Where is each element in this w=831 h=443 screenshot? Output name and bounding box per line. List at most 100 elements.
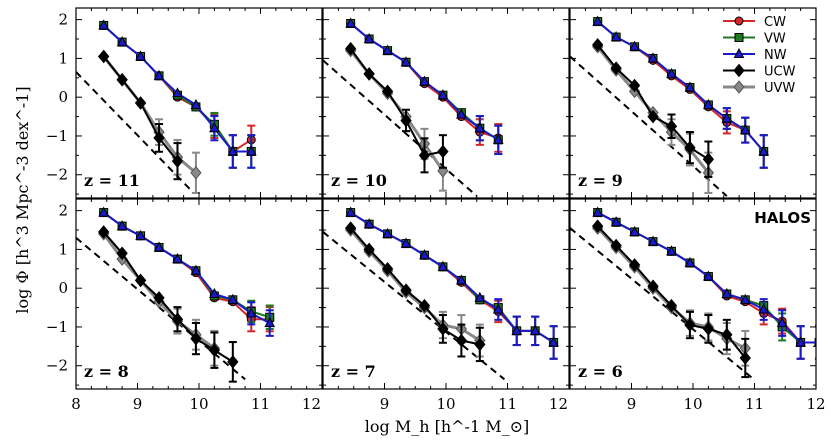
redshift-label: z = 6	[578, 362, 623, 381]
data-point-ucw	[721, 327, 733, 342]
data-point-ucw	[345, 41, 357, 56]
y-tick-label: 1	[58, 49, 68, 67]
legend-marker-nw	[733, 47, 745, 58]
data-point-nw	[721, 112, 733, 123]
data-point-ucw	[381, 84, 394, 99]
data-point-nw	[264, 317, 276, 328]
data-point-nw	[98, 19, 110, 30]
data-point-nw	[758, 145, 770, 156]
data-point-nw	[776, 317, 788, 328]
data-point-ucw	[437, 144, 449, 159]
legend-marker-cw	[734, 16, 744, 26]
data-point-nw	[492, 303, 504, 314]
data-point-nw	[382, 44, 393, 55]
dashed-reference-line	[76, 237, 246, 381]
data-point-nw	[419, 75, 430, 86]
data-point-nw	[629, 40, 640, 51]
data-point-nw	[758, 303, 770, 314]
data-point-nw	[739, 293, 751, 304]
data-point-nw	[190, 98, 202, 109]
data-point-nw	[703, 98, 714, 109]
panel-4: 210−1−28 9 10 11 12z = 8	[46, 198, 323, 413]
y-tick-label: 0	[58, 279, 68, 297]
data-point-ucw	[345, 221, 357, 235]
dashed-reference-line	[323, 59, 478, 197]
dashed-reference-line	[76, 71, 194, 193]
panel-1: 2 1 0 −1 −2 z = 11	[46, 7, 323, 199]
data-point-nw	[474, 291, 486, 302]
data-point-nw	[684, 81, 696, 92]
series-line-ucw	[349, 48, 444, 157]
data-point-nw	[492, 133, 504, 144]
data-point-nw	[795, 336, 806, 347]
data-point-nw	[116, 36, 128, 47]
data-point-ucw	[116, 246, 128, 261]
data-point-nw	[135, 229, 146, 240]
data-point-ucw	[665, 298, 678, 313]
data-point-ucw	[381, 262, 394, 276]
data-point-nw	[400, 237, 412, 248]
data-point-nw	[116, 220, 128, 231]
data-point-nw	[456, 274, 467, 285]
panel-frame	[569, 198, 817, 390]
data-point-uvw	[190, 166, 202, 180]
data-point-nw	[419, 249, 430, 260]
redshift-label: z = 9	[578, 171, 623, 190]
data-point-ucw	[400, 283, 412, 297]
data-point-nw	[511, 324, 523, 335]
redshift-label: z = 8	[84, 362, 129, 381]
data-point-nw	[245, 145, 257, 156]
data-point-ucw	[363, 67, 375, 81]
data-point-nw	[437, 260, 449, 271]
data-point-nw	[592, 206, 604, 217]
redshift-label: z = 11	[84, 171, 140, 190]
data-point-ucw	[610, 238, 622, 253]
panel-6: 9 10 11 12 z = 6	[569, 198, 826, 413]
dashed-reference-line	[570, 55, 728, 197]
data-point-nw	[592, 15, 604, 26]
data-point-ucw	[684, 140, 696, 155]
panel-data	[76, 206, 276, 383]
data-point-nw	[739, 124, 751, 135]
x-tick-label: 8	[71, 395, 81, 413]
data-point-ucw	[98, 225, 110, 239]
series-line-nw	[597, 20, 765, 153]
dashed-reference-line	[323, 231, 506, 381]
legend-label-ucw: UCW	[764, 65, 796, 80]
data-point-nw	[684, 256, 696, 267]
data-point-nw	[629, 225, 640, 236]
y-axis-label: log Φ [h^3 Mpc^-3 dex^-1]	[13, 86, 32, 313]
data-point-ucw	[153, 131, 165, 145]
series-line-nw	[350, 211, 555, 344]
legend-marker-ucw	[733, 63, 745, 78]
data-point-nw	[227, 145, 239, 156]
redshift-label: z = 10	[331, 171, 387, 190]
data-point-ucw	[437, 322, 449, 336]
data-point-nw	[647, 52, 659, 63]
panel-data	[570, 206, 816, 379]
halos-badge: HALOS	[754, 209, 811, 227]
data-point-ucw	[171, 312, 184, 326]
x-tick-label: 12	[549, 395, 568, 413]
data-point-nw	[721, 287, 733, 298]
x-tick-label: 11	[251, 395, 270, 413]
y-tick-label: 0	[58, 88, 68, 106]
data-point-ucw	[665, 119, 678, 134]
legend-label-uvw: UVW	[764, 81, 795, 96]
data-point-nw	[98, 206, 110, 217]
data-point-nw	[363, 32, 375, 44]
data-point-nw	[400, 56, 412, 67]
data-point-nw	[172, 253, 183, 264]
data-point-nw	[437, 89, 449, 100]
x-tick-label: 10	[436, 395, 455, 413]
y-tick-label: 2	[58, 11, 68, 29]
data-point-nw	[135, 50, 146, 61]
data-point-nw	[610, 216, 622, 227]
data-point-ucw	[363, 242, 375, 257]
x-tick-label: 9	[133, 395, 143, 413]
panel-data	[76, 19, 257, 194]
data-point-nw	[227, 293, 239, 304]
legend-label-nw: NW	[764, 48, 787, 63]
